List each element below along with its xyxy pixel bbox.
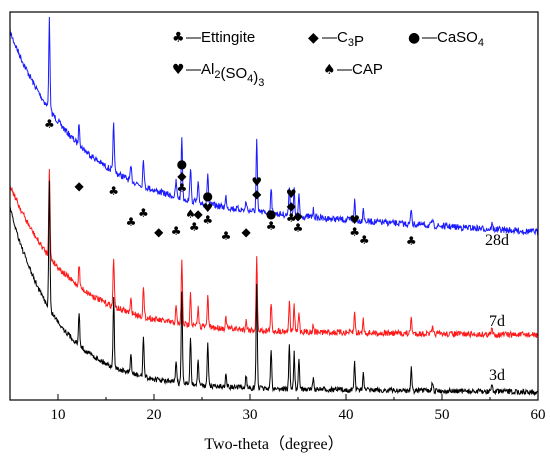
phase-marker: ♣: [138, 206, 149, 220]
phase-marker: ♣: [359, 233, 370, 247]
legend-label-diamond: —C3P: [322, 29, 364, 50]
legend: ♣ —Ettingite ◆ —C3P ● —CaSO4♥ —Al2(SO4)3♠ —CAP: [172, 29, 484, 89]
phase-marker: ♥: [286, 187, 297, 201]
phase-marker: ♠: [185, 207, 196, 221]
plot-frame: [9, 11, 539, 401]
legend-text-part: 3: [258, 77, 264, 89]
phase-marker: ♣: [44, 117, 55, 131]
series-label-28d: 28d: [485, 232, 509, 249]
legend-text-part: —CAP: [337, 61, 383, 78]
phase-marker: ♥: [251, 175, 262, 189]
phase-marker: ♣: [286, 211, 297, 225]
phase-marker: ♣: [176, 181, 187, 195]
legend-text-part: —C: [322, 29, 348, 46]
phase-marker: ♣: [266, 219, 277, 233]
x-axis-ticks: 10 20 30 40 50 60: [9, 394, 546, 423]
series-line-28d: [9, 16, 539, 236]
phase-marker: ♣: [221, 229, 232, 243]
legend-text-part: P: [354, 33, 364, 50]
legend-text-part: 4: [478, 37, 484, 49]
phase-marker: ◆: [242, 225, 252, 239]
legend-text-part: ): [253, 69, 258, 86]
x-tick-label: 30: [243, 407, 258, 423]
legend-text-part: 2: [214, 69, 220, 81]
phase-marker: ♣: [349, 225, 360, 239]
series-line-7d: [9, 168, 539, 339]
x-tick-label: 10: [51, 407, 66, 423]
phase-marker: ◆: [154, 225, 164, 239]
phase-marker: ♣: [189, 220, 200, 234]
legend-label-spade: —CAP: [337, 61, 383, 78]
legend-text-part: —CaSO: [422, 29, 478, 46]
legend-symbol-heart: ♥: [172, 62, 185, 78]
phase-marker: ◆: [287, 199, 297, 213]
x-tick-label: 20: [147, 407, 162, 423]
phase-marker: ♥: [202, 201, 213, 215]
phase-marker: ●: [177, 157, 187, 171]
phase-marker: ●: [266, 207, 276, 221]
legend-label-circle: —CaSO4: [422, 29, 484, 49]
phase-markers: ♣◆ ♣♣♣◆ ♣●◆♣♠◆♣●♥♣♣ ◆♥◆●♣♥◆♣◆♣♥♣♣ ♣: [44, 117, 417, 248]
legend-text-part: —Al: [186, 61, 214, 78]
plot-lines: [9, 16, 539, 397]
x-tick-label: 50: [435, 407, 450, 423]
legend-text-part: 4: [247, 73, 253, 85]
phase-marker: ◆: [177, 169, 187, 183]
legend-label-heart: —Al2(SO4)3: [186, 61, 264, 89]
phase-marker: ♣: [126, 215, 137, 229]
legend-symbol-diamond: ◆: [308, 30, 319, 46]
phase-marker: ●: [203, 189, 213, 203]
x-tick-label: 60: [531, 407, 546, 423]
legend-text-part: —Ettingite: [186, 29, 255, 46]
phase-marker: ♥: [349, 213, 360, 227]
x-tick-label: 40: [339, 407, 354, 423]
legend-text-part: 3: [348, 37, 354, 49]
phase-marker: ♣: [171, 224, 182, 238]
series-label-7d: 7d: [489, 313, 505, 330]
series-line-3d: [9, 180, 539, 397]
phase-marker: ◆: [293, 209, 303, 223]
series-labels: 28d 7d 3d: [485, 232, 509, 384]
series-label-3d: 3d: [489, 367, 505, 384]
phase-marker: ♣: [108, 184, 119, 198]
legend-symbol-circle: ●: [408, 30, 420, 46]
phase-marker: ♣: [202, 213, 213, 227]
phase-marker: ♣: [406, 234, 417, 248]
phase-marker: ♣: [293, 221, 304, 235]
legend-symbol-clubs: ♣: [172, 30, 185, 46]
x-axis-title: Two-theta（degree）: [204, 435, 343, 453]
legend-symbol-spade: ♠: [323, 62, 336, 78]
legend-text-part: (SO: [220, 65, 247, 82]
phase-marker: ◆: [194, 207, 204, 221]
phase-marker: ◆: [252, 187, 262, 201]
legend-label-clubs: —Ettingite: [186, 29, 255, 46]
phase-marker: ◆: [75, 179, 85, 193]
